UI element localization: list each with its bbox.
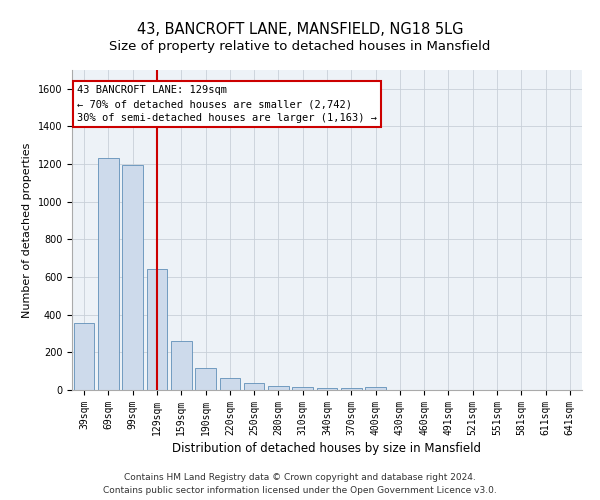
Text: 43 BANCROFT LANE: 129sqm
← 70% of detached houses are smaller (2,742)
30% of sem: 43 BANCROFT LANE: 129sqm ← 70% of detach… — [77, 85, 377, 123]
X-axis label: Distribution of detached houses by size in Mansfield: Distribution of detached houses by size … — [173, 442, 482, 455]
Text: 43, BANCROFT LANE, MANSFIELD, NG18 5LG: 43, BANCROFT LANE, MANSFIELD, NG18 5LG — [137, 22, 463, 38]
Bar — [122, 165, 143, 390]
Bar — [365, 387, 386, 390]
Bar — [74, 323, 94, 390]
Bar — [292, 387, 313, 390]
Bar — [98, 158, 119, 390]
Y-axis label: Number of detached properties: Number of detached properties — [22, 142, 32, 318]
Bar — [146, 268, 167, 390]
Text: Size of property relative to detached houses in Mansfield: Size of property relative to detached ho… — [109, 40, 491, 53]
Bar — [195, 368, 216, 390]
Bar — [244, 384, 265, 390]
Bar — [268, 386, 289, 390]
Bar — [317, 388, 337, 390]
Bar — [171, 341, 191, 390]
Bar — [220, 378, 240, 390]
Bar — [341, 388, 362, 390]
Text: Contains HM Land Registry data © Crown copyright and database right 2024.
Contai: Contains HM Land Registry data © Crown c… — [103, 474, 497, 495]
